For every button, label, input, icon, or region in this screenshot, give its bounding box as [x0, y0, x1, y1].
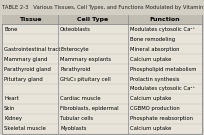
Text: Calcium uptake: Calcium uptake: [130, 96, 171, 101]
Text: Mineral absorption: Mineral absorption: [130, 47, 180, 52]
Text: Osteoblasts: Osteoblasts: [60, 27, 91, 32]
Text: Enterocyte: Enterocyte: [60, 47, 89, 52]
Text: Bone: Bone: [4, 27, 18, 32]
Text: Phospholipid metabolism: Phospholipid metabolism: [130, 67, 196, 72]
Text: Skin: Skin: [4, 106, 16, 111]
Text: CGBMO production: CGBMO production: [130, 106, 180, 111]
Text: Heart: Heart: [4, 96, 19, 101]
Text: Phosphate reabsorption: Phosphate reabsorption: [130, 116, 193, 121]
Text: Myoblasts: Myoblasts: [60, 126, 86, 131]
Text: Calcium uptake: Calcium uptake: [130, 57, 171, 62]
Text: Modulates cytosolic Ca²⁺: Modulates cytosolic Ca²⁺: [130, 27, 195, 32]
Bar: [2, 15, 202, 24]
Text: GH₄C₃ pituitary cell: GH₄C₃ pituitary cell: [60, 77, 111, 82]
Text: Function: Function: [150, 17, 180, 22]
Text: Gastrointestinal tract: Gastrointestinal tract: [4, 47, 60, 52]
Text: Fibroblasts, epidermal: Fibroblasts, epidermal: [60, 106, 119, 111]
Text: Tissue: Tissue: [19, 17, 41, 22]
Text: Tubular cells: Tubular cells: [60, 116, 93, 121]
Text: Modulates cytosolic Ca²⁺: Modulates cytosolic Ca²⁺: [130, 86, 195, 91]
Text: Mammary explants: Mammary explants: [60, 57, 111, 62]
Text: Calcium uptake: Calcium uptake: [130, 126, 171, 131]
Text: Cardiac muscle: Cardiac muscle: [60, 96, 101, 101]
Text: Parathyroid: Parathyroid: [60, 67, 90, 72]
Text: Mammary gland: Mammary gland: [4, 57, 48, 62]
Text: Kidney: Kidney: [4, 116, 22, 121]
Bar: [2, 15, 202, 134]
Text: Skeletal muscle: Skeletal muscle: [4, 126, 46, 131]
Text: Parathyroid gland: Parathyroid gland: [4, 67, 51, 72]
Text: Bone remodeling: Bone remodeling: [130, 37, 175, 42]
Text: TABLE 2-3   Various Tissues, Cell Types, and Functions Modulated by Vitamin D H: TABLE 2-3 Various Tissues, Cell Types, a…: [2, 5, 204, 10]
Text: Cell Type: Cell Type: [77, 17, 109, 22]
Text: Prolactin synthesis: Prolactin synthesis: [130, 77, 180, 82]
Text: Pituitary gland: Pituitary gland: [4, 77, 43, 82]
